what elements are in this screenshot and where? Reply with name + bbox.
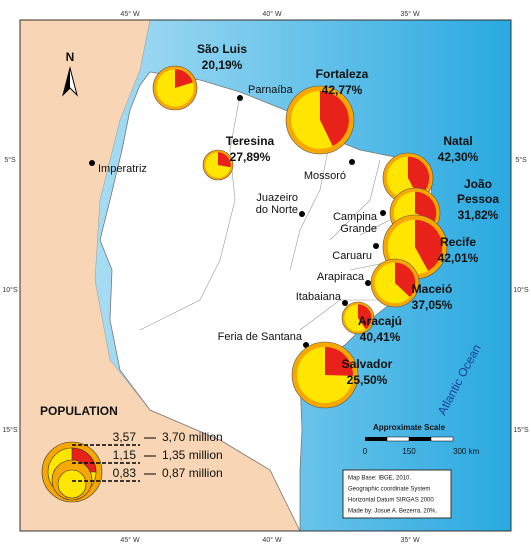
pie-wedge	[218, 152, 231, 168]
city-dot	[349, 159, 355, 165]
legend-population: 1,35 million	[162, 448, 223, 462]
city-label: Imperatriz	[98, 163, 147, 175]
grid-label: 40° W	[262, 536, 282, 544]
capital-share: 37,05%	[412, 298, 453, 312]
grid-label: 5°S	[4, 156, 16, 164]
grid-label: 45° W	[120, 536, 140, 544]
grid-label: 35° W	[400, 10, 420, 18]
scale-tick: 300 km	[453, 447, 480, 456]
grid-label: 5°S	[515, 156, 527, 164]
city-dot	[303, 342, 309, 348]
legend-ratio: 0,83	[113, 466, 137, 480]
capital-share: 42,77%	[322, 83, 363, 97]
credit-line: Horizontal Datum SIRGAS 2000	[348, 498, 434, 504]
legend-ratio: 3,57	[113, 430, 137, 444]
city-dot	[365, 280, 371, 286]
city-dot	[373, 243, 379, 249]
credit-line: Geographic coordinate System	[348, 487, 430, 493]
pie-wedge	[415, 219, 443, 271]
pie-wedge	[408, 156, 430, 197]
legend-pies	[41, 441, 103, 503]
city-label: Parnaíba	[248, 84, 294, 96]
pie-wedge	[320, 91, 349, 146]
capital-share: 31,82%	[458, 208, 499, 222]
pie-wedge	[358, 304, 372, 330]
grid-label: 35° W	[400, 536, 420, 544]
capital-share: 25,50%	[347, 373, 388, 387]
city-label: Caruaru	[332, 250, 372, 262]
legend-population: 3,70 million	[162, 430, 223, 444]
pie-wedge	[175, 69, 193, 88]
credit-line: Map Base: IBGE, 2010.	[348, 476, 411, 482]
grid-label: 10°S	[513, 286, 529, 294]
city-label: Grande	[340, 223, 377, 235]
city-label: do Norte	[256, 204, 298, 216]
capital-share: 40,41%	[360, 330, 401, 344]
city-label: Campina	[333, 211, 378, 223]
state-borders	[139, 94, 401, 331]
legend-title: POPULATION	[40, 404, 118, 418]
capital-name: São Luis	[197, 42, 247, 56]
capital-name: Maceió	[412, 282, 453, 296]
grid-label: 40° W	[262, 10, 282, 18]
map-frame	[19, 19, 512, 532]
scale-tick: 0	[363, 447, 368, 456]
north-label: N	[66, 50, 75, 64]
legend-population: 0,87 million	[162, 466, 223, 480]
capital-name: João	[464, 177, 492, 191]
pie-wedge	[395, 262, 416, 298]
pie-wedge	[325, 346, 354, 376]
capital-name: Salvador	[342, 357, 393, 371]
city-label: Juazeiro	[256, 192, 298, 204]
city-dot	[380, 210, 386, 216]
city-dot	[237, 95, 243, 101]
capital-name: Natal	[443, 134, 472, 148]
city-label: Arapiraca	[317, 271, 365, 283]
scale-bar	[365, 436, 454, 442]
capital-share: 20,19%	[202, 58, 243, 72]
city-dot	[299, 211, 305, 217]
city-label: Itabaiana	[296, 291, 342, 303]
capital-name: Teresina	[226, 134, 275, 148]
capital-name: Pessoa	[457, 192, 499, 206]
scale-title: Approximate Scale	[373, 423, 446, 432]
capital-share: 42,30%	[438, 150, 479, 164]
capital-name: Aracajú	[358, 314, 402, 328]
pie-wedge	[415, 191, 437, 222]
credits-box	[342, 469, 452, 519]
capital-name: Recife	[440, 235, 476, 249]
city-dot	[89, 160, 95, 166]
city-label: Feria de Santana	[218, 331, 303, 343]
scale-tick: 150	[402, 447, 416, 456]
city-label: Mossoró	[304, 170, 346, 182]
north-arrow: N	[62, 50, 78, 97]
capital-share: 27,89%	[230, 150, 271, 164]
grid-label: 15°S	[513, 426, 529, 434]
grid-label: 15°S	[2, 426, 18, 434]
grid-label: 10°S	[2, 286, 18, 294]
credit-line: Made by: Josué A. Bezerra, 20%.	[348, 509, 437, 515]
legend-ratio: 1,15	[113, 448, 137, 462]
grid-label: 45° W	[120, 10, 140, 18]
capital-name: Fortaleza	[316, 67, 369, 81]
capital-share: 42,01%	[438, 251, 479, 265]
city-dot	[342, 300, 348, 306]
